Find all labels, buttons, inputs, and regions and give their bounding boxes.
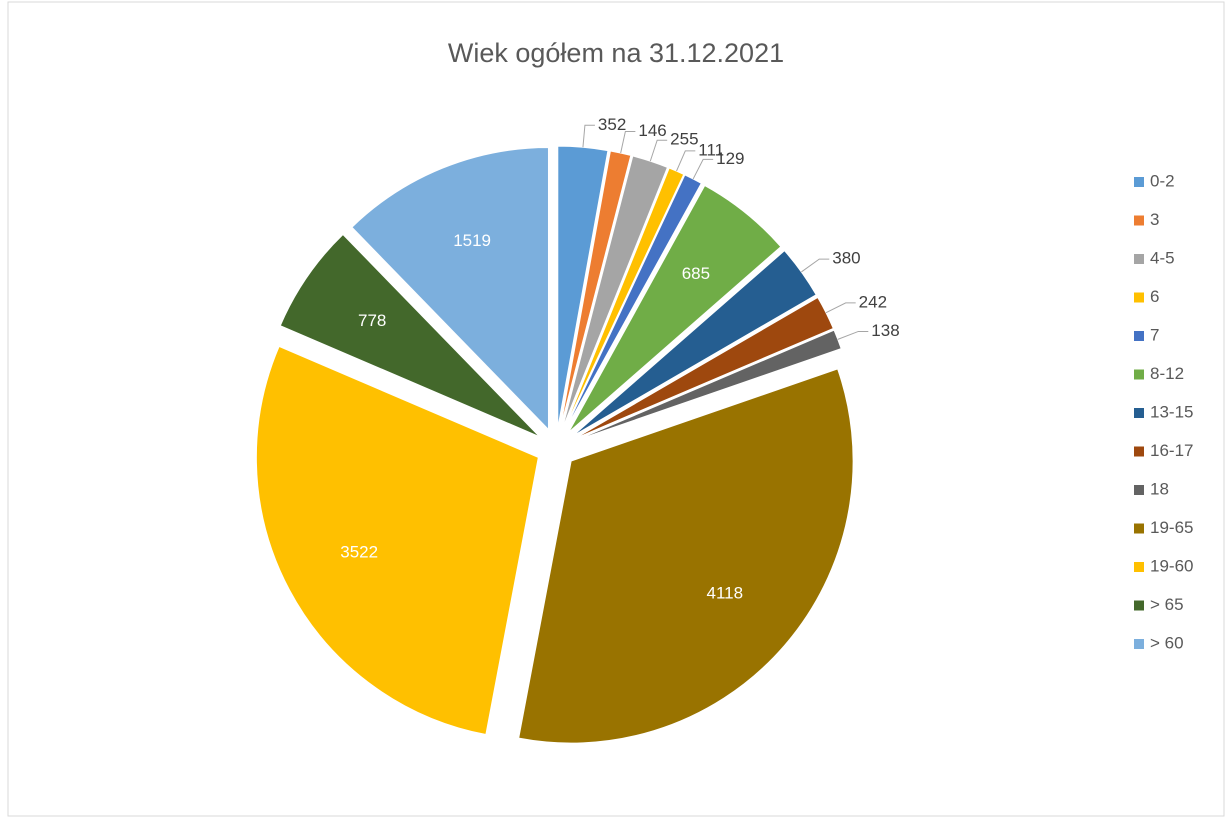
- pie-slice: [568, 184, 782, 433]
- legend-label: 4-5: [1150, 248, 1175, 267]
- leader-line: [620, 131, 636, 154]
- data-label: 129: [716, 149, 744, 168]
- legend-label: 0-2: [1150, 171, 1175, 190]
- data-label: 380: [832, 249, 860, 268]
- pie-slice: [557, 145, 609, 429]
- data-label: 778: [358, 311, 386, 330]
- leader-line: [837, 330, 869, 340]
- legend-swatch: [1134, 292, 1144, 303]
- legend-label: > 60: [1150, 633, 1184, 652]
- pie-slice: [351, 146, 549, 431]
- data-label: 111: [698, 140, 724, 159]
- legend-swatch: [1134, 369, 1144, 380]
- data-label: 146: [638, 121, 666, 140]
- legend-label: 16-17: [1150, 441, 1193, 460]
- pie-slice: [255, 345, 539, 736]
- legend-swatch: [1134, 177, 1144, 187]
- legend-label: 18: [1150, 479, 1169, 498]
- legend-label: 8-12: [1150, 364, 1184, 383]
- legend-label: 19-60: [1150, 556, 1193, 575]
- legend-swatch: [1134, 254, 1144, 264]
- chart-title: Wiek ogółem na 31.12.2021: [448, 38, 784, 68]
- legend-label: 6: [1150, 287, 1159, 306]
- legend-label: 19-65: [1150, 518, 1193, 537]
- legend-swatch: [1134, 639, 1144, 649]
- legend-swatch: [1134, 562, 1144, 572]
- legend-label: 3: [1150, 210, 1159, 229]
- legend-swatch: [1134, 523, 1144, 534]
- data-label: 138: [871, 321, 899, 340]
- legend-swatch: [1134, 408, 1144, 418]
- pie-slice: [518, 368, 854, 744]
- data-label: 242: [859, 292, 887, 311]
- data-label: 352: [598, 115, 626, 134]
- data-label: 3522: [340, 542, 378, 561]
- leader-line: [801, 258, 830, 273]
- legend-swatch: [1134, 485, 1144, 495]
- leader-line: [649, 139, 668, 162]
- pie-slice: [279, 233, 540, 438]
- legend-label: 13-15: [1150, 402, 1193, 421]
- leader-line: [825, 302, 856, 314]
- data-label: 1519: [453, 231, 491, 250]
- legend-swatch: [1134, 600, 1144, 611]
- legend-label: > 65: [1150, 595, 1184, 614]
- pie-slice: [559, 150, 632, 429]
- leader-line: [692, 158, 714, 180]
- leader-line: [582, 124, 595, 148]
- data-label: 4118: [707, 583, 744, 602]
- legend-swatch: [1134, 215, 1144, 226]
- legend-swatch: [1134, 331, 1144, 341]
- legend-swatch: [1134, 446, 1144, 457]
- legend-label: 7: [1150, 325, 1159, 344]
- leader-line: [676, 150, 696, 172]
- data-label: 685: [682, 264, 710, 283]
- data-label: 255: [670, 130, 698, 149]
